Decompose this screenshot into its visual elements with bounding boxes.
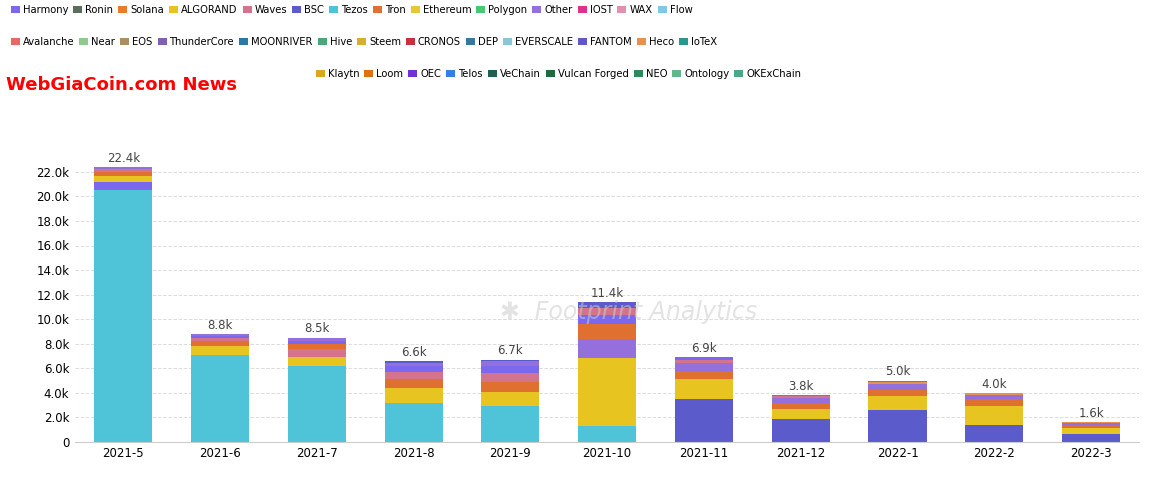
Bar [288,349,345,356]
Bar [94,182,152,191]
Bar [674,399,733,442]
Bar [966,395,1023,399]
Bar [384,361,443,363]
Bar [578,339,637,358]
Bar [481,407,540,442]
Text: 6.9k: 6.9k [691,342,717,355]
Bar [288,366,345,442]
Bar [771,398,830,403]
Text: 6.6k: 6.6k [401,346,426,358]
Bar [481,373,540,382]
Bar [674,359,733,363]
Text: 3.8k: 3.8k [788,380,814,393]
Bar [771,403,830,409]
Bar [191,336,249,338]
Bar [578,324,637,339]
Bar [869,381,927,382]
Bar [481,366,540,373]
Bar [288,341,345,344]
Text: 8.5k: 8.5k [304,323,329,335]
Bar [771,409,830,418]
Bar [1062,434,1120,442]
Bar [674,379,733,399]
Bar [771,397,830,398]
Bar [94,169,152,172]
Bar [94,176,152,182]
Bar [191,334,249,336]
Bar [578,358,637,426]
Legend: Avalanche, Near, EOS, ThunderCore, MOONRIVER, Hive, Steem, CRONOS, DEP, EVERSCAL: Avalanche, Near, EOS, ThunderCore, MOONR… [10,37,717,47]
Bar [384,380,443,388]
Bar [384,366,443,372]
Bar [578,302,637,308]
Bar [288,344,345,349]
Bar [481,392,540,407]
Bar [869,397,927,410]
Bar [384,403,443,442]
Bar [674,371,733,380]
Text: 6.7k: 6.7k [497,345,524,357]
Bar [674,357,733,359]
Bar [384,372,443,380]
Bar [771,418,830,442]
Bar [869,410,927,442]
Bar [771,395,830,397]
Bar [869,384,927,390]
Bar [191,346,249,355]
Legend: Harmony, Ronin, Solana, ALGORAND, Waves, BSC, Tezos, Tron, Ethereum, Polygon, Ot: Harmony, Ronin, Solana, ALGORAND, Waves,… [10,5,692,15]
Bar [578,308,637,316]
Bar [191,338,249,341]
Bar [384,363,443,366]
Bar [288,338,345,341]
Bar [191,341,249,346]
Text: 1.6k: 1.6k [1078,407,1104,420]
Bar [674,363,733,371]
Bar [481,361,540,366]
Legend: Klaytn, Loom, OEC, Telos, VeChain, Vulcan Forged, NEO, Ontology, OKExChain: Klaytn, Loom, OEC, Telos, VeChain, Vulca… [315,69,801,79]
Bar [966,399,1023,407]
Text: WebGiaCoin.com News: WebGiaCoin.com News [6,76,237,94]
Bar [1062,423,1120,425]
Bar [1062,422,1120,423]
Bar [1062,425,1120,428]
Text: 4.0k: 4.0k [982,378,1007,391]
Bar [191,355,249,442]
Text: 8.8k: 8.8k [207,319,233,332]
Bar [94,167,152,169]
Bar [481,359,540,361]
Bar [869,390,927,397]
Bar [94,191,152,442]
Bar [384,388,443,403]
Text: 11.4k: 11.4k [590,287,624,300]
Bar [578,316,637,324]
Bar [966,393,1023,395]
Bar [966,407,1023,425]
Text: 22.4k: 22.4k [107,152,139,165]
Bar [288,356,345,366]
Bar [1062,428,1120,434]
Bar [966,425,1023,442]
Text: ✱  Footprint Analytics: ✱ Footprint Analytics [500,300,757,324]
Bar [94,172,152,176]
Bar [578,426,637,442]
Bar [481,382,540,392]
Bar [869,382,927,384]
Text: 5.0k: 5.0k [885,365,910,379]
